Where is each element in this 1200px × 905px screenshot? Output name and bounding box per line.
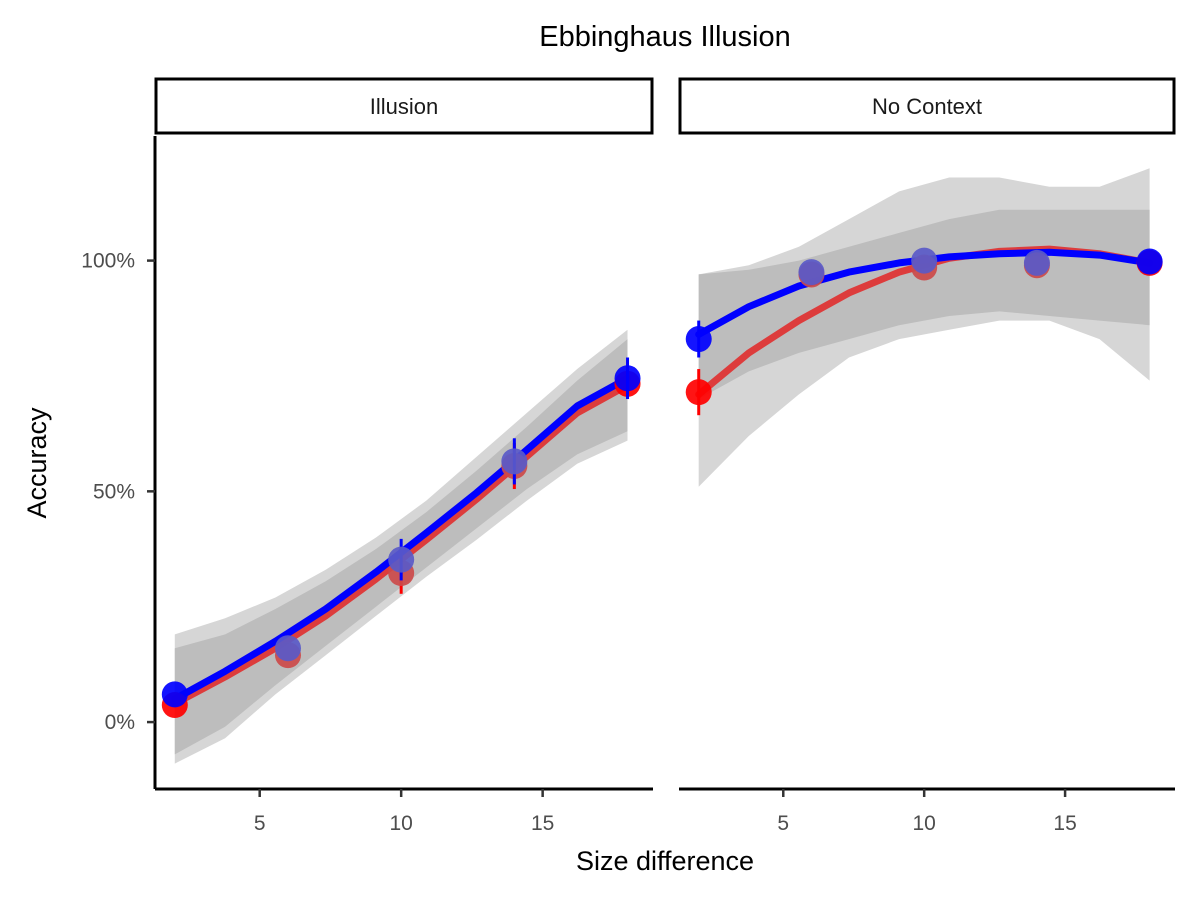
- y-tick-label: 0%: [105, 711, 135, 734]
- panel-illusion: Illusion: [147, 77, 654, 797]
- data-points-illusion: [161, 357, 641, 719]
- x-tick-label: 10: [389, 812, 412, 835]
- data-point: [388, 546, 415, 573]
- data-point: [798, 259, 825, 286]
- y-tick-label: 50%: [93, 480, 135, 503]
- data-point: [911, 247, 938, 274]
- data-point: [614, 365, 641, 392]
- axes-no-context: [679, 787, 1175, 797]
- strip-label-illusion: Illusion: [370, 94, 438, 119]
- plot-title: Ebbinghaus Illusion: [539, 21, 791, 53]
- data-point: [685, 326, 712, 353]
- data-point: [274, 635, 301, 662]
- y-tick-label: 100%: [81, 250, 135, 273]
- panel-no-context: No Context: [678, 77, 1176, 797]
- x-axis-title: Size difference: [576, 846, 754, 876]
- data-points-no-context: [685, 247, 1163, 416]
- data-point: [161, 681, 188, 708]
- x-tick-label: 15: [1053, 812, 1076, 835]
- strip-label-no-context: No Context: [872, 94, 982, 119]
- x-tick-label: 15: [531, 812, 554, 835]
- strip-box-illusion: [154, 77, 654, 135]
- data-point: [1023, 249, 1050, 276]
- y-axis-title: Accuracy: [22, 407, 52, 519]
- data-point: [501, 448, 528, 475]
- ci-ribbons-no-context: [698, 168, 1150, 487]
- x-tick-label: 5: [777, 812, 789, 835]
- data-point: [685, 379, 712, 406]
- y-axis-tick-labels: 0% 50% 100%: [81, 250, 135, 734]
- data-point: [1136, 248, 1163, 275]
- strip-box-no-context: [678, 77, 1176, 135]
- x-tick-label: 5: [254, 812, 266, 835]
- x-axis-tick-labels: 5 10 15 5 10 15: [254, 812, 1077, 835]
- x-tick-label: 10: [913, 812, 936, 835]
- axes-illusion: [147, 136, 653, 797]
